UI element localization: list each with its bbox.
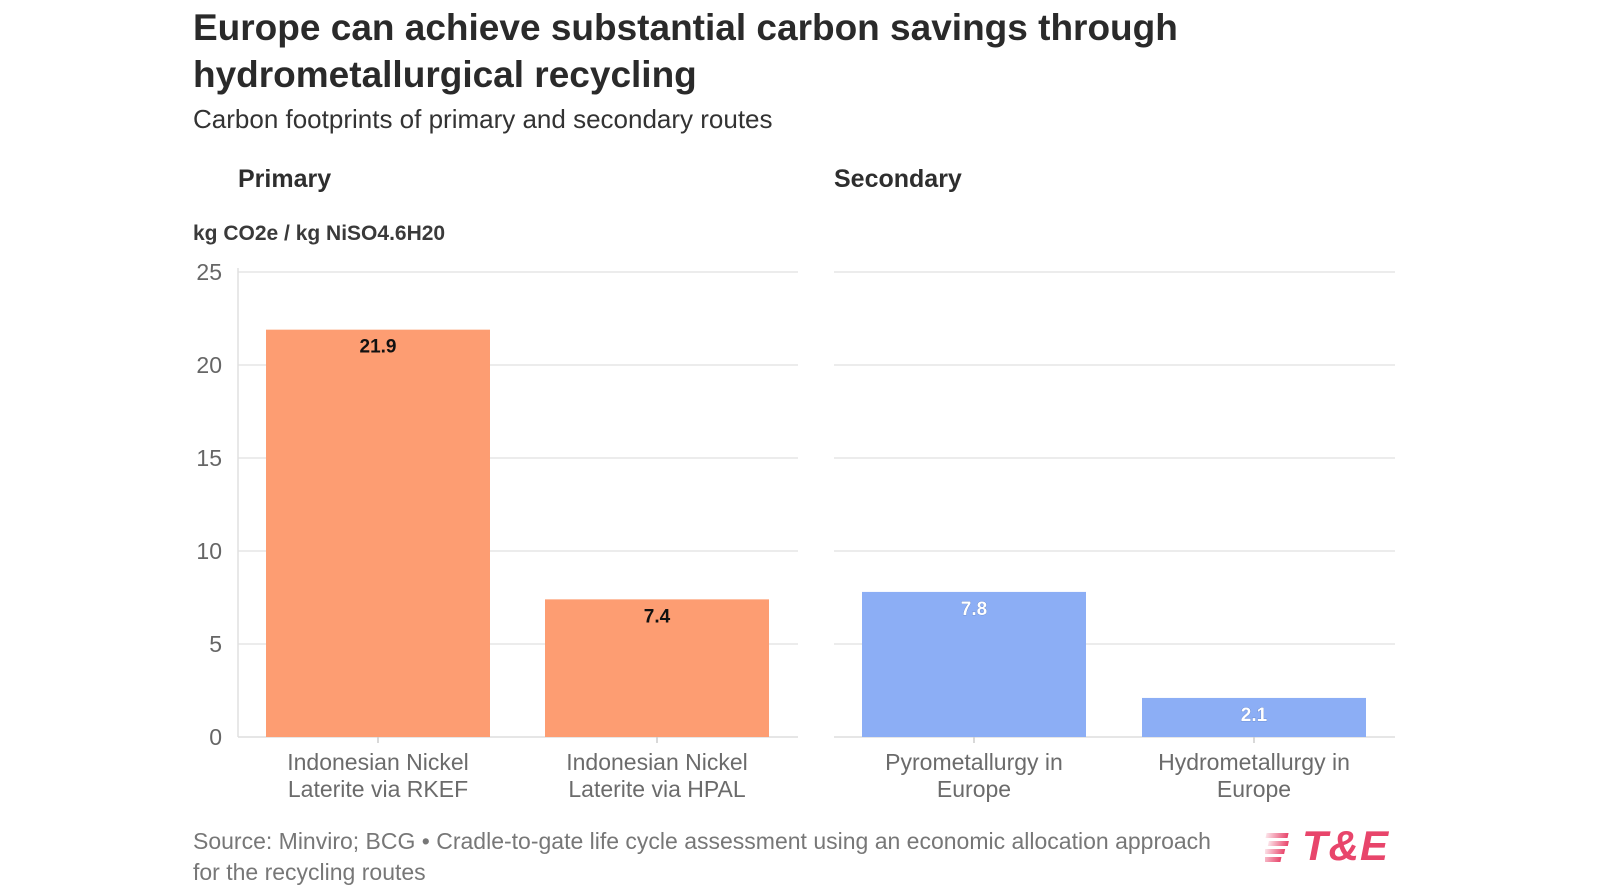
y-tick-label: 0 [209,724,222,750]
chart-title: Europe can achieve substantial carbon sa… [193,7,1178,95]
logo-text: T&E [1302,822,1389,869]
x-category-label: Europe [1217,776,1291,802]
bar-value-label: 7.8 [961,599,987,620]
y-tick-label: 10 [196,538,222,564]
source-note: Source: Minviro; BCG • Cradle-to-gate li… [193,828,1211,885]
panel-label-secondary: Secondary [834,165,962,193]
bar-0-0 [266,329,490,737]
x-category-label: Europe [937,776,1011,802]
te-logo-mark-icon [1265,833,1289,862]
bar-1-1 [1142,697,1366,737]
bar-value-label: 7.4 [644,606,671,627]
y-axis-unit-label: kg CO2e / kg NiSO4.6H20 [193,222,446,245]
y-tick-label: 25 [196,259,222,285]
y-tick-label: 15 [196,445,222,471]
y-tick-label: 5 [209,631,222,657]
bar-value-label: 2.1 [1241,705,1268,726]
chart-subtitle: Carbon footprints of primary and seconda… [193,104,773,134]
bar-value-label: 21.9 [360,337,397,358]
bar-1-0 [862,591,1086,737]
bar-0-1 [545,599,769,737]
x-category-label: Hydrometallurgy in [1158,749,1350,775]
y-tick-label: 20 [196,352,222,378]
x-category-label: Laterite via RKEF [288,776,468,802]
te-logo: T&E [1265,822,1400,874]
x-category-label: Indonesian Nickel [287,749,469,775]
x-category-label: Laterite via HPAL [568,776,745,802]
panel-label-primary: Primary [238,165,332,193]
x-category-label: Pyrometallurgy in [885,749,1063,775]
x-category-label: Indonesian Nickel [566,749,748,775]
